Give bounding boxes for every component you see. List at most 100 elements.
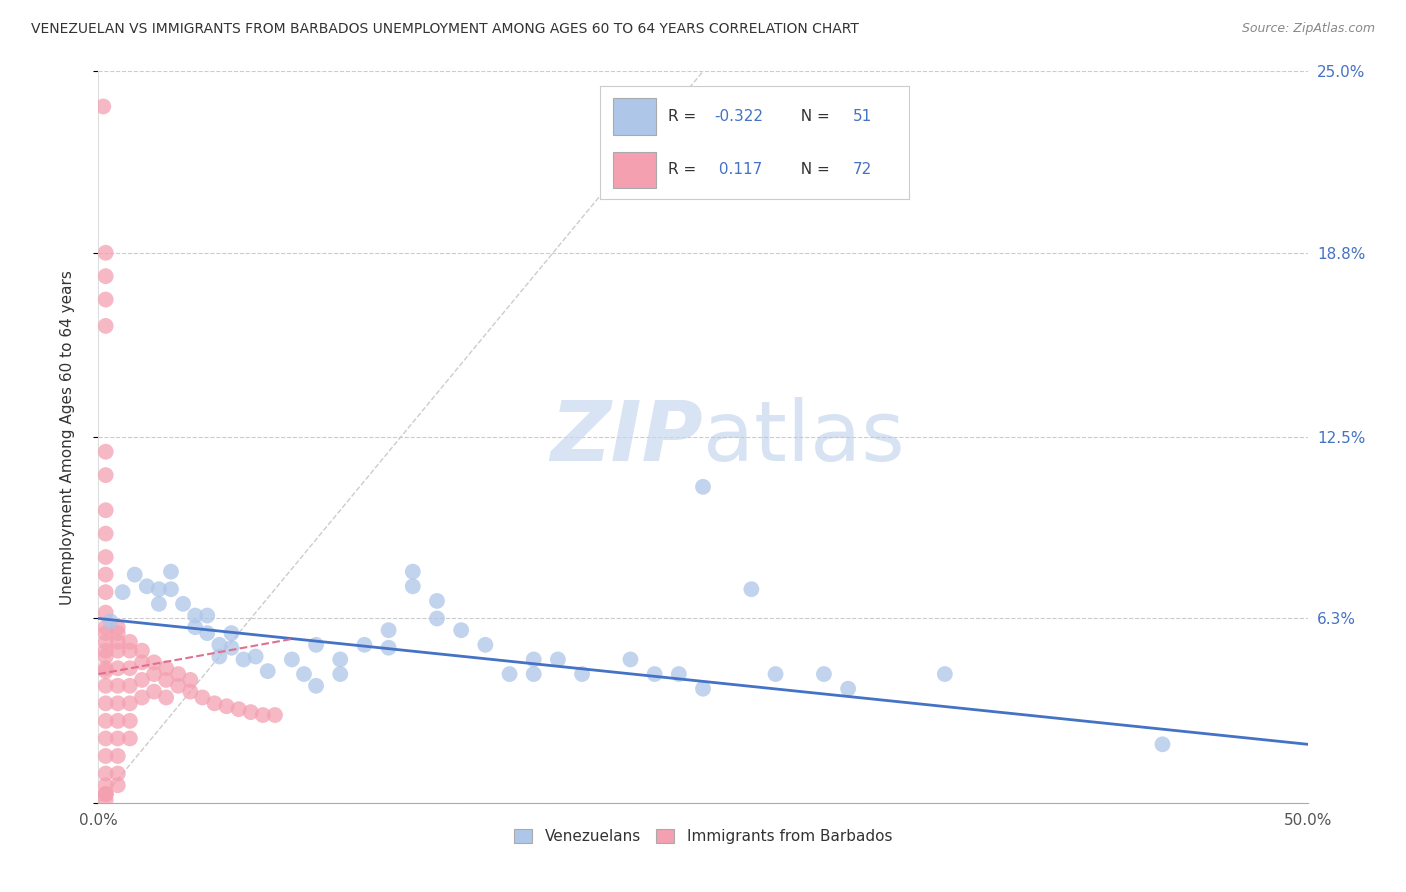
Point [305, 679, 328, 693]
Point [94, 749, 117, 764]
Point [107, 679, 129, 693]
Point [402, 565, 425, 579]
Point [107, 714, 129, 728]
Point [107, 643, 129, 657]
Point [232, 652, 254, 666]
Point [118, 679, 141, 693]
Point [94, 787, 117, 801]
Point [94, 649, 117, 664]
Point [148, 582, 170, 597]
Point [377, 623, 399, 637]
Point [377, 640, 399, 655]
Point [107, 766, 129, 780]
Point [837, 681, 859, 696]
Point [118, 643, 141, 657]
Point [94, 626, 117, 640]
Point [94, 567, 117, 582]
Point [94, 526, 117, 541]
Point [94, 643, 117, 657]
Point [305, 638, 328, 652]
Text: VENEZUELAN VS IMMIGRANTS FROM BARBADOS UNEMPLOYMENT AMONG AGES 60 TO 64 YEARS CO: VENEZUELAN VS IMMIGRANTS FROM BARBADOS U… [31, 22, 859, 37]
Point [111, 585, 134, 599]
Point [221, 626, 243, 640]
Point [292, 667, 315, 681]
Point [208, 638, 231, 652]
Point [172, 597, 194, 611]
Point [208, 649, 231, 664]
Point [204, 696, 226, 710]
Point [94, 793, 117, 807]
Point [94, 318, 117, 333]
Point [934, 667, 956, 681]
Point [124, 567, 146, 582]
Point [179, 673, 201, 687]
Legend: Venezuelans, Immigrants from Barbados: Venezuelans, Immigrants from Barbados [508, 822, 898, 850]
Point [143, 667, 166, 681]
Text: ZIP: ZIP [550, 397, 703, 477]
Point [402, 579, 425, 593]
Point [135, 579, 157, 593]
Point [100, 615, 122, 629]
Point [131, 690, 153, 705]
Point [474, 638, 496, 652]
Point [94, 787, 117, 801]
Point [668, 667, 690, 681]
Point [143, 656, 166, 670]
Point [184, 620, 207, 634]
Point [94, 679, 117, 693]
Y-axis label: Unemployment Among Ages 60 to 64 years: Unemployment Among Ages 60 to 64 years [60, 269, 75, 605]
Point [118, 714, 141, 728]
Point [143, 684, 166, 698]
Point [118, 661, 141, 675]
Point [118, 635, 141, 649]
Point [94, 714, 117, 728]
Point [131, 656, 153, 670]
Point [94, 696, 117, 710]
Point [94, 585, 117, 599]
Point [94, 468, 117, 483]
Point [155, 673, 177, 687]
Point [264, 708, 287, 723]
Point [148, 597, 170, 611]
Point [94, 664, 117, 678]
Point [619, 652, 641, 666]
Point [329, 652, 352, 666]
Point [245, 649, 267, 664]
Point [228, 702, 250, 716]
Point [94, 787, 117, 801]
Point [107, 778, 129, 792]
Point [215, 699, 238, 714]
Text: Source: ZipAtlas.com: Source: ZipAtlas.com [1241, 22, 1375, 36]
Point [160, 582, 183, 597]
Point [813, 667, 835, 681]
Point [160, 565, 183, 579]
Point [252, 708, 274, 723]
Point [94, 778, 117, 792]
Point [94, 766, 117, 780]
Point [523, 652, 546, 666]
Point [426, 594, 449, 608]
Point [221, 640, 243, 655]
Point [281, 652, 304, 666]
Point [523, 667, 546, 681]
Point [740, 582, 762, 597]
Point [765, 667, 787, 681]
Point [426, 611, 449, 625]
Point [155, 661, 177, 675]
Point [94, 293, 117, 307]
Point [107, 661, 129, 675]
Point [329, 667, 352, 681]
Point [131, 643, 153, 657]
Point [91, 99, 114, 113]
Point [107, 635, 129, 649]
Point [353, 638, 375, 652]
Point [184, 608, 207, 623]
Point [131, 673, 153, 687]
Point [94, 444, 117, 458]
Point [107, 620, 129, 634]
Point [692, 480, 714, 494]
Point [498, 667, 520, 681]
Point [107, 696, 129, 710]
Point [118, 696, 141, 710]
Point [118, 731, 141, 746]
